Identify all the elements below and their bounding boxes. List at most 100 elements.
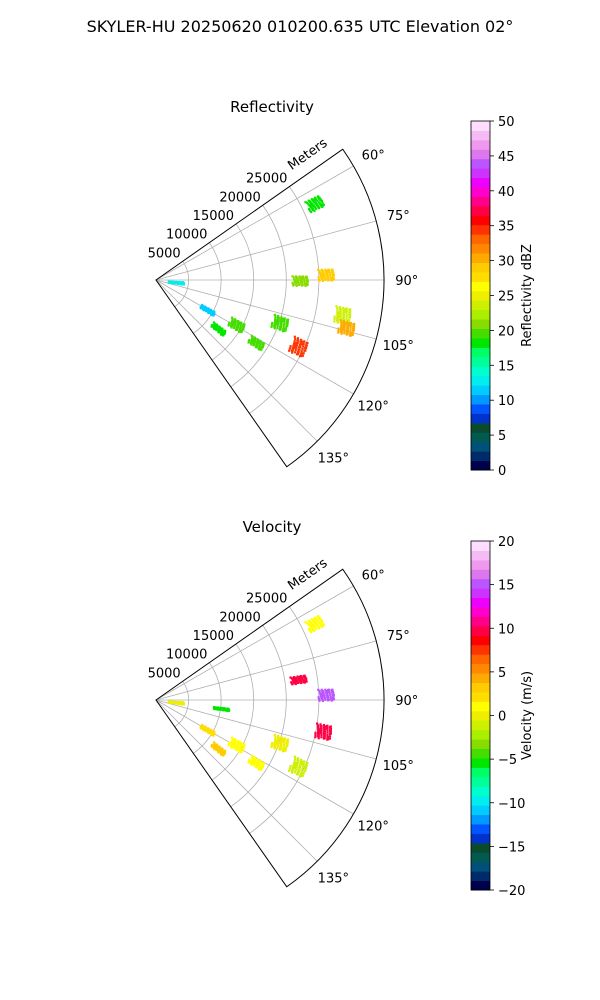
- echo-pixel: [340, 328, 344, 331]
- echo-pixel: [316, 726, 320, 729]
- colorbar-segment: [471, 748, 490, 759]
- echo-pixel: [346, 320, 349, 324]
- echo-pixel: [306, 341, 309, 345]
- echo-pixel: [251, 758, 254, 761]
- echo-pixel: [345, 315, 348, 318]
- echo-pixel: [326, 733, 329, 737]
- echo-pixel: [302, 772, 305, 775]
- echo-pixel: [311, 623, 314, 626]
- echo-pixel: [302, 762, 305, 766]
- echo-pixel: [247, 761, 250, 764]
- echo-pixel: [324, 268, 327, 271]
- echo-pixel: [202, 726, 205, 729]
- echo-pixel: [300, 279, 303, 282]
- echo-pixel: [325, 691, 329, 694]
- echo-pixel: [273, 325, 277, 328]
- echo-pixel: [313, 620, 316, 623]
- echo-pixel: [329, 730, 333, 733]
- echo-pixel: [309, 629, 312, 632]
- azimuth-tick-label: 120°: [358, 819, 389, 834]
- colorbar-segment: [471, 607, 490, 617]
- colorbar-segment: [471, 654, 490, 665]
- echo-pixel: [227, 323, 231, 326]
- echo-pixel: [238, 330, 241, 333]
- echo-pixel: [346, 326, 350, 330]
- echo-pixel: [303, 681, 307, 684]
- echo-pixel: [320, 688, 323, 691]
- echo-pixel: [231, 317, 234, 321]
- colorbar-segment: [471, 196, 490, 207]
- echo-pixel: [230, 324, 234, 328]
- echo-pixel: [306, 621, 309, 624]
- echo-pixel: [217, 706, 220, 709]
- echo-pixel: [336, 321, 339, 324]
- echo-pixel: [312, 618, 315, 622]
- echo-pixel: [296, 764, 299, 767]
- colorbar-tick-label: 35: [498, 220, 515, 235]
- echo-pixel: [256, 758, 259, 761]
- echo-pixel: [251, 337, 254, 340]
- colorbar-segment: [471, 375, 490, 386]
- colorbar-segment: [471, 309, 490, 320]
- echo-pixel: [231, 737, 234, 741]
- echo-pixel: [180, 702, 184, 706]
- echo-pixel: [349, 323, 352, 327]
- echo-pixel: [283, 737, 286, 740]
- echo-pixel: [340, 332, 343, 335]
- echo-pixel: [328, 690, 331, 693]
- echo-pixel: [251, 339, 254, 343]
- colorbar-tick-label: 25: [498, 290, 515, 305]
- echo-pixel: [332, 694, 335, 697]
- echo-pixel: [280, 316, 283, 319]
- echo-pixel: [257, 759, 260, 763]
- echo-pixel: [305, 766, 308, 770]
- echo-pixel: [256, 761, 260, 764]
- echo-pixel: [317, 730, 321, 733]
- echo-pixel: [319, 723, 322, 726]
- echo-pixel: [215, 323, 218, 326]
- echo-pixel: [283, 327, 286, 330]
- echo-pixel: [282, 325, 285, 329]
- echo-pixel: [234, 318, 237, 321]
- echo-pixel: [329, 725, 332, 728]
- echo-pixel: [274, 319, 278, 322]
- colorbar-segment: [471, 823, 490, 834]
- echo-pixel: [308, 623, 312, 627]
- echo-pixel: [332, 698, 335, 701]
- echo-pixel: [298, 348, 301, 351]
- echo-pixel: [270, 325, 273, 328]
- echo-pixel: [329, 732, 332, 735]
- echo-pixel: [320, 619, 324, 623]
- echo-pixel: [293, 351, 297, 354]
- range-ring: [230, 625, 287, 808]
- echo-pixel: [320, 729, 323, 732]
- echo-pixel: [299, 763, 302, 766]
- echo-pixel: [336, 307, 339, 310]
- echo-pixel: [218, 325, 221, 328]
- echo-pixel: [352, 324, 356, 328]
- echo-pixel: [321, 689, 325, 693]
- echo-pixel: [280, 322, 283, 325]
- echo-pixel: [304, 621, 307, 624]
- echo-pixel: [340, 326, 344, 329]
- echo-pixel: [243, 743, 246, 746]
- echo-pixel: [311, 206, 314, 209]
- echo-pixel: [332, 278, 335, 281]
- range-tick-label: 20000: [219, 610, 260, 625]
- echo-pixel: [238, 747, 241, 750]
- echo-pixel: [331, 270, 334, 273]
- echo-pixel: [294, 280, 297, 283]
- echo-pixel: [250, 343, 253, 346]
- echo-pixel: [274, 735, 277, 738]
- colorbar-segment: [471, 625, 490, 636]
- echo-pixel: [318, 689, 321, 693]
- range-ring: [193, 662, 222, 754]
- echo-pixel: [299, 675, 303, 678]
- colorbar-segment: [471, 805, 490, 816]
- echo-pixel: [304, 679, 308, 682]
- echo-pixel: [318, 626, 321, 629]
- echo-pixel: [250, 334, 253, 337]
- echo-pixel: [343, 313, 346, 317]
- echo-pixel: [328, 735, 332, 738]
- echo-pixel: [315, 618, 318, 621]
